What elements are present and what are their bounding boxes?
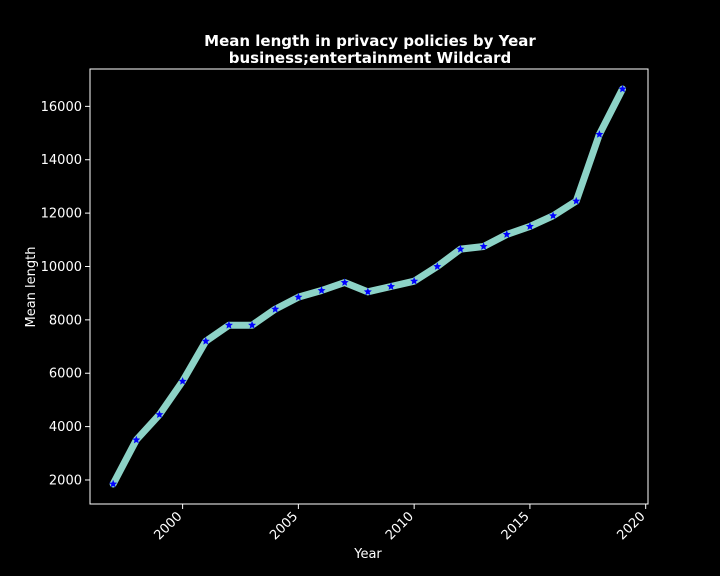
y-tick-label: 6000 [49, 367, 82, 382]
chart-subtitle: business;entertainment Wildcard [229, 49, 512, 67]
data-point [502, 230, 511, 238]
data-point [132, 435, 141, 444]
data-point [109, 479, 118, 488]
data-point [572, 196, 581, 205]
chart-title: Mean length in privacy policies by Year [204, 32, 536, 50]
y-axis: 2000 4000 6000 8000 10000 12000 14000 16000 [41, 100, 90, 488]
data-point [155, 410, 164, 418]
data-point [595, 130, 604, 138]
x-tick-label: 2000 [151, 509, 185, 543]
y-tick-label: 8000 [49, 313, 82, 328]
data-point [525, 222, 534, 230]
data-point [224, 321, 233, 329]
y-tick-label: 16000 [41, 100, 82, 115]
data-point [410, 276, 419, 285]
x-tick-label: 2005 [267, 509, 301, 543]
data-point [549, 211, 558, 220]
series-line [109, 85, 627, 488]
y-tick-label: 2000 [49, 473, 82, 488]
plot-frame [89, 68, 649, 505]
data-point [271, 304, 280, 313]
data-point [340, 278, 349, 286]
y-tick-label: 12000 [41, 207, 82, 222]
data-point [294, 292, 303, 301]
data-point [201, 337, 210, 345]
data-point [317, 286, 326, 294]
y-tick-label: 4000 [49, 420, 82, 435]
x-tick-label: 2015 [499, 509, 533, 543]
data-point [248, 321, 257, 329]
series-layer [109, 84, 627, 488]
data-point [433, 262, 442, 270]
y-tick-label: 14000 [41, 153, 82, 168]
data-point [178, 377, 187, 385]
x-axis: 2000 2005 2010 2015 2020 [151, 504, 649, 543]
data-point [456, 244, 465, 253]
x-tick-label: 2010 [383, 509, 417, 543]
data-point [363, 287, 372, 296]
x-axis-label: Year [353, 547, 382, 562]
data-point [387, 282, 395, 290]
x-tick-label: 2020 [615, 509, 649, 543]
y-tick-label: 10000 [41, 260, 82, 275]
y-axis-label: Mean length [24, 247, 39, 328]
data-point [479, 242, 488, 250]
data-point [618, 84, 627, 93]
